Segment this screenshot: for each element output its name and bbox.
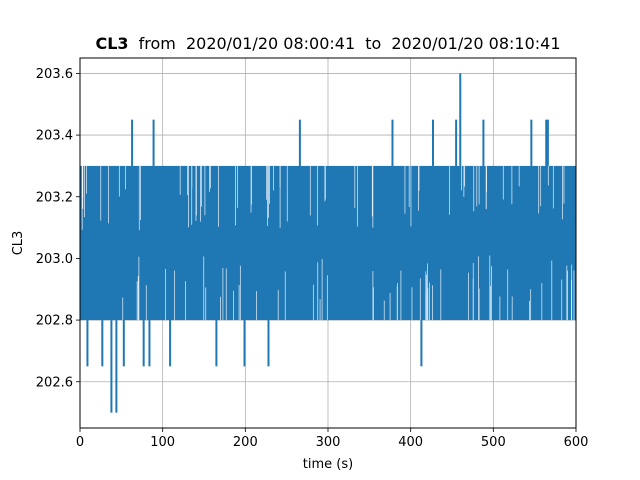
x-tick-label: 400 bbox=[398, 435, 423, 450]
x-tick-label: 100 bbox=[150, 435, 175, 450]
y-tick-label: 203.0 bbox=[36, 252, 73, 267]
y-tick-label: 203.6 bbox=[36, 67, 73, 82]
title-to-word: to bbox=[365, 34, 381, 53]
x-tick-label: 200 bbox=[233, 435, 258, 450]
title-from-word: from bbox=[139, 34, 176, 53]
title-channel: CL3 bbox=[95, 34, 128, 53]
x-axis-ticks: 0 100 200 300 400 500 600 bbox=[76, 428, 589, 450]
y-tick-label: 202.6 bbox=[36, 375, 73, 390]
x-tick-label: 600 bbox=[564, 435, 589, 450]
signal-gaps bbox=[81, 165, 575, 321]
y-tick-label: 203.4 bbox=[36, 129, 73, 144]
y-axis-label: CL3 bbox=[11, 231, 26, 256]
signal-band bbox=[80, 165, 576, 321]
title-start-time: 2020/01/20 08:00:41 bbox=[186, 34, 355, 53]
data-series bbox=[80, 73, 576, 413]
x-axis-label: time (s) bbox=[303, 457, 353, 472]
y-tick-label: 202.8 bbox=[36, 314, 73, 329]
y-axis-ticks: 202.6 202.8 203.0 203.2 203.4 203.6 bbox=[36, 67, 80, 390]
y-tick-label: 203.2 bbox=[36, 190, 73, 205]
x-tick-label: 0 bbox=[76, 435, 84, 450]
chart-title: CL3 from 2020/01/20 08:00:41 to 2020/01/… bbox=[95, 34, 560, 53]
title-end-time: 2020/01/20 08:10:41 bbox=[391, 34, 560, 53]
x-tick-label: 500 bbox=[481, 435, 506, 450]
x-tick-label: 300 bbox=[316, 435, 341, 450]
